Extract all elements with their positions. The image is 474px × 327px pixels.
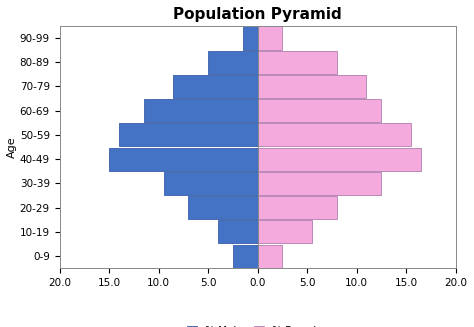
Bar [164,172,257,195]
Y-axis label: Age: Age [7,136,17,158]
Bar [144,99,257,122]
Bar [109,147,257,171]
Bar [233,245,257,267]
Bar [173,75,257,98]
Bar [119,123,257,146]
Bar [257,220,312,243]
Bar [257,147,421,171]
Bar [257,123,411,146]
Legend: % Males, % Females: % Males, % Females [182,322,333,327]
Bar [218,220,257,243]
Bar [208,51,257,74]
Bar [257,172,381,195]
Bar [257,26,283,49]
Bar [257,196,337,219]
Bar [257,75,366,98]
Bar [243,26,257,49]
Bar [257,245,283,267]
Title: Population Pyramid: Population Pyramid [173,7,342,22]
Bar [257,51,337,74]
Bar [257,99,381,122]
Bar [188,196,257,219]
